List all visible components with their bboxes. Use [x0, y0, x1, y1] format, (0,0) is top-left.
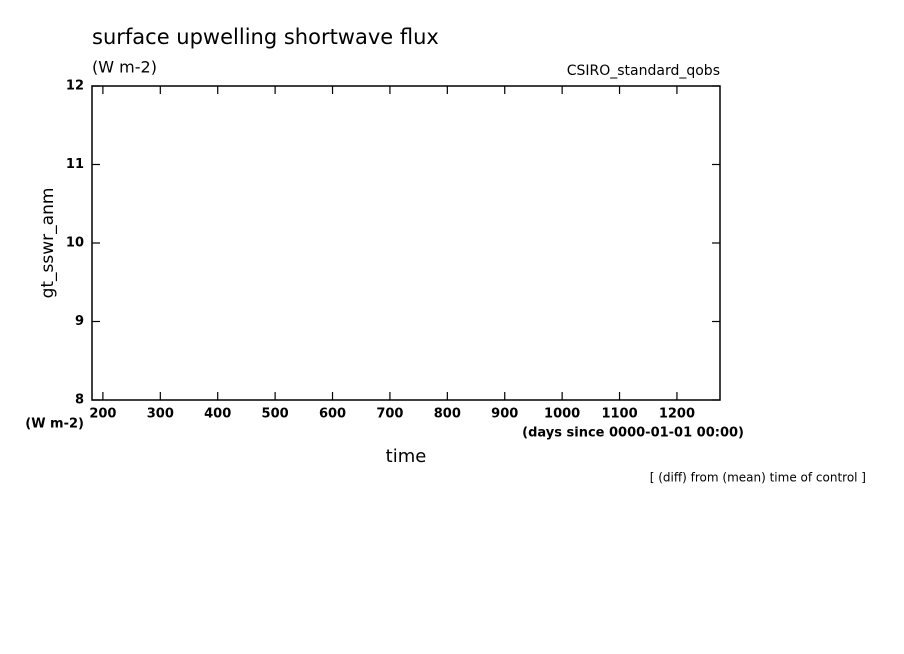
x-tick-label: 1000: [544, 407, 580, 422]
annotation: CSIRO_standard_qobs: [567, 63, 720, 79]
y-tick-label: 9: [75, 314, 84, 329]
x-unit: (days since 0000-01-01 00:00): [522, 426, 744, 441]
x-tick-label: 500: [262, 407, 289, 422]
x-tick-label: 300: [147, 407, 174, 422]
note: [ (diff) from (mean) time of control ]: [650, 471, 866, 485]
y-tick-label: 11: [66, 157, 84, 172]
x-tick-label: 200: [89, 407, 116, 422]
x-tick-label: 700: [376, 407, 403, 422]
y-tick-label: 8: [75, 393, 84, 408]
x-tick-label: 400: [204, 407, 231, 422]
x-axis-label: time: [386, 446, 427, 467]
chart-subtitle: (W m-2): [92, 58, 157, 77]
x-tick-label: 1100: [601, 407, 637, 422]
y-tick-label: 10: [66, 236, 84, 251]
y-axis-label: gt_sswr_anm: [38, 188, 58, 299]
chart-title: surface upwelling shortwave flux: [92, 25, 439, 49]
x-tick-label: 900: [491, 407, 518, 422]
x-tick-label: 800: [434, 407, 461, 422]
y-tick-label: 12: [66, 79, 84, 94]
y-unit: (W m-2): [25, 417, 84, 432]
x-tick-label: 1200: [659, 407, 695, 422]
x-tick-label: 600: [319, 407, 346, 422]
